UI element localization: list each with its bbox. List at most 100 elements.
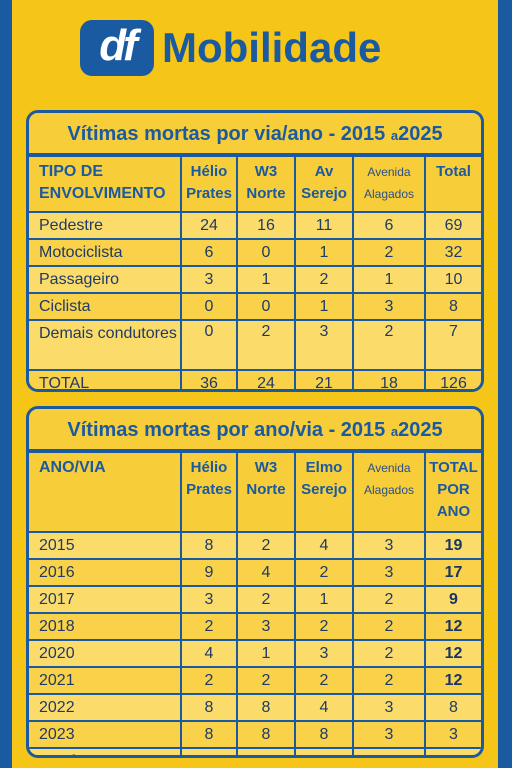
cell: 2 [352,639,426,668]
cell: 2022 [29,693,182,722]
cell: 2021 [29,666,182,695]
cell: 4 [294,531,354,560]
table-row: Pedestre 24 16 11 6 69 [29,211,481,240]
cell: 2 [294,666,354,695]
cell: 4 [294,693,354,722]
cell: 69 [424,211,481,240]
cell: 0 [236,238,296,267]
table-row: 2016 9 4 2 3 17 [29,558,481,587]
table-row: Ciclista 0 0 1 3 8 [29,292,481,321]
cell: 2 [352,319,426,371]
cell: 3 [424,720,481,749]
cell: 1 [236,265,296,294]
header-av-serejo: Av Serejo [294,155,354,213]
cell: 21 [294,369,354,389]
cell: 2016 [29,558,182,587]
cell: 11 [294,211,354,240]
cell: 3 [352,693,426,722]
table-row: Passageiro 3 1 2 1 10 [29,265,481,294]
table-row: 2023 8 8 8 3 3 [29,720,481,749]
cell: 8 [424,693,481,722]
cell: 1 [294,585,354,614]
header-w3-norte: W3 Norte [236,155,296,213]
cell: 2015 [29,531,182,560]
cell: Passageiro [29,265,182,294]
cell: 3 [352,292,426,321]
header-w3-norte: W3 Norte [236,451,296,533]
header-elmo-serejo: Elmo Serejo [294,451,354,533]
cell: Ciclista [29,292,182,321]
cell: TOTAL [29,369,182,389]
header: df Mobilidade [12,12,498,82]
table-row: 2021 2 2 2 2 12 [29,666,481,695]
cell: 3 [294,639,354,668]
header-total: Total [424,155,481,213]
cell: 3 [294,319,354,371]
cell: 2017 [29,585,182,614]
cell: 2 [294,612,354,641]
table-total-row: TOTAL 36 24 21 18 126 [29,369,481,389]
header-ano-via: ANO/VIA [29,451,182,533]
cell: 3 [180,265,238,294]
cell: 8 [424,292,481,321]
cell: 0 [236,292,296,321]
cell: 36 [180,369,238,389]
cell: 1 [294,238,354,267]
table-header-row: ANO/VIA Hélio Prates W3 Norte Elmo Serej… [29,451,481,533]
cell: 2 [352,612,426,641]
header-helio-prates: Hélio Prates [180,451,238,533]
table2-title: Vítimas mortas por ano/via - 2015 a2025 [29,409,481,451]
cell: 2 [352,666,426,695]
table-ano-via: ANO/VIA Hélio Prates W3 Norte Elmo Serej… [29,451,481,755]
header-helio-prates: Hélio Prates [180,155,238,213]
table-row: Motociclista 6 0 1 2 32 [29,238,481,267]
table-row: 2015 8 2 4 3 19 [29,531,481,560]
cell: 8 [294,720,354,749]
cell: 1 [236,639,296,668]
cell: 24 [236,369,296,389]
cell: 32 [424,238,481,267]
cell: Motociclista [29,238,182,267]
cell: 2 [352,238,426,267]
cell: 2 [352,585,426,614]
header-total-por-ano: TOTAL POR ANO [424,451,481,533]
cell: 9 [180,558,238,587]
table1-title: Vítimas mortas por via/ano - 2015 a2025 [29,113,481,155]
cell: 0 [180,319,238,371]
table-row: 2018 2 3 2 2 12 [29,612,481,641]
cell: 1 [294,292,354,321]
cell: 2 [236,531,296,560]
cell: 24 [180,211,238,240]
cell: 3 [352,720,426,749]
cell: 4 [236,558,296,587]
table-row: 2017 3 2 1 2 9 [29,585,481,614]
cell: 22 [352,747,426,755]
cell: 126 [424,747,481,755]
cell: 1 [352,265,426,294]
cell: 2 [180,666,238,695]
cell: 16 [236,211,296,240]
cell: 6 [352,211,426,240]
cell: 23 [294,747,354,755]
cell: 2 [294,265,354,294]
cell: 2 [236,319,296,371]
cell: 2 [236,585,296,614]
cell: 17 [424,558,481,587]
cell: 16 [236,747,296,755]
cell: 19 [180,747,238,755]
table-card-via-ano: Vítimas mortas por via/ano - 2015 a2025 … [26,110,484,392]
cell: 18 [352,369,426,389]
cell: 8 [236,720,296,749]
header-tipo-envolvimento: TIPO DE ENVOLVIMENTO [29,155,182,213]
cell: 6 [180,238,238,267]
page: df Mobilidade Vítimas mortas por via/ano… [12,0,498,768]
cell: Total [29,747,182,755]
cell: 19 [424,531,481,560]
table-row: 2020 4 1 3 2 12 [29,639,481,668]
brand-name: Mobilidade [162,24,382,71]
header-avenida-alagados: Avenida Alagados [352,451,426,533]
df-logo: df [80,20,154,76]
cell: 2023 [29,720,182,749]
cell: 7 [424,319,481,371]
table-total-row: Total 19 16 23 22 126 [29,747,481,755]
